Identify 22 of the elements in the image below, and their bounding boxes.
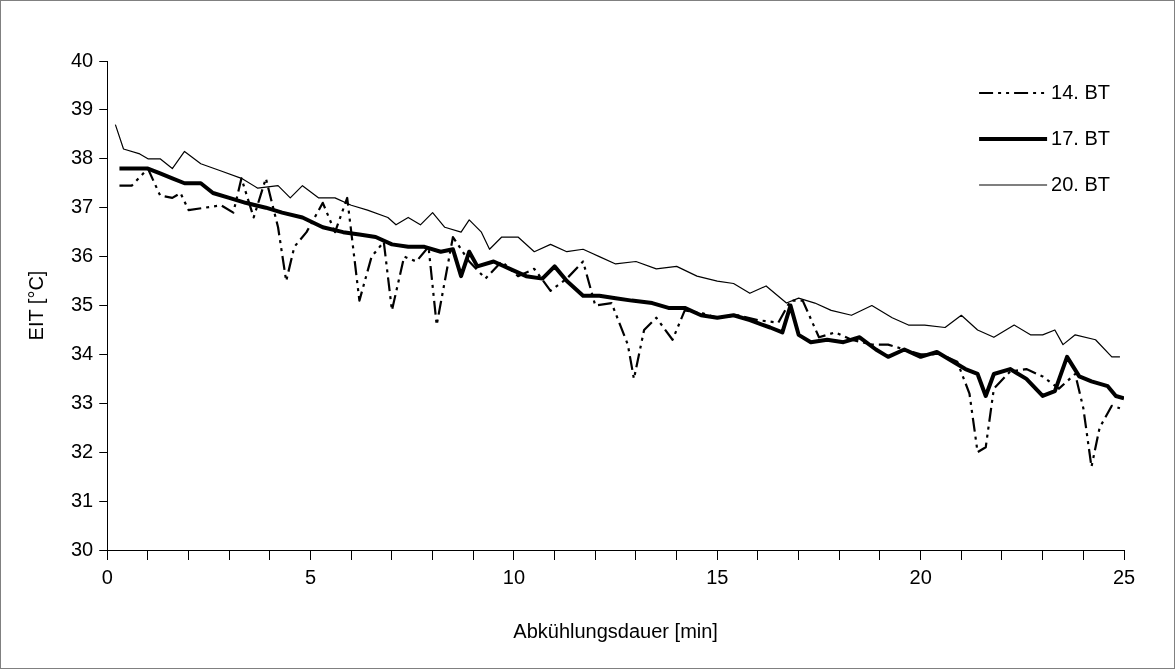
x-tick-label: 15 xyxy=(706,565,729,588)
y-tick-label: 31 xyxy=(71,488,94,511)
x-tick-label: 10 xyxy=(502,565,526,588)
x-tick-label: 5 xyxy=(305,565,317,588)
x-tick-label: 0 xyxy=(101,565,113,588)
y-tick-label: 39 xyxy=(71,97,94,120)
y-tick-label: 38 xyxy=(71,146,94,169)
legend-label: 14. BT xyxy=(1051,80,1111,103)
y-tick-label: 32 xyxy=(71,439,94,462)
x-tick-label: 20 xyxy=(909,565,932,588)
y-tick-label: 36 xyxy=(71,244,94,267)
y-tick-label: 40 xyxy=(71,48,94,71)
y-tick-label: 35 xyxy=(71,293,94,316)
legend-label: 17. BT xyxy=(1051,126,1111,149)
y-tick-label: 37 xyxy=(71,195,94,218)
y-tick-label: 34 xyxy=(71,341,94,364)
y-tick-label: 33 xyxy=(71,390,94,413)
y-axis-title: EIT [°C] xyxy=(24,270,47,341)
x-axis-title: Abkühlungsdauer [min] xyxy=(513,619,718,642)
x-tick-label: 25 xyxy=(1112,565,1136,588)
y-tick-label: 30 xyxy=(71,537,94,560)
legend-label: 20. BT xyxy=(1051,172,1111,195)
